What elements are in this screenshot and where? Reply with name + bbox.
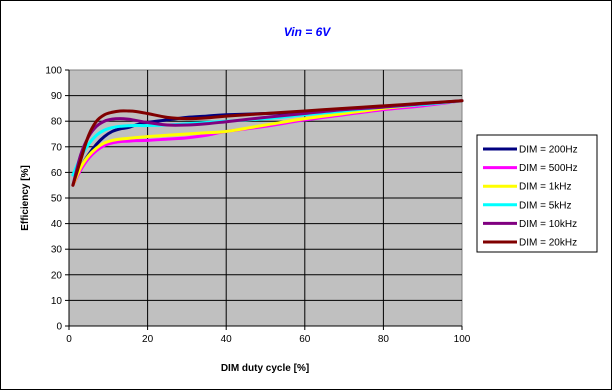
y-tick-label: 70 [51, 142, 63, 153]
chart-title: Vin = 6V [284, 25, 332, 39]
series-line-2 [71, 99, 464, 187]
series-line-5 [71, 99, 464, 187]
y-tick-label: 30 [51, 245, 63, 256]
y-tick-label: 40 [51, 219, 63, 230]
legend-item: DIM = 1kHz [483, 182, 572, 193]
legend-label: DIM = 200Hz [519, 145, 578, 156]
y-tick-label: 20 [51, 270, 63, 281]
series-lines [71, 99, 464, 187]
legend-label: DIM = 10kHz [519, 219, 577, 230]
y-axis-title: Efficiency [%] [20, 165, 31, 231]
x-tick-label: 40 [221, 334, 233, 345]
y-tick-label: 0 [56, 322, 62, 333]
legend-label: DIM = 1kHz [519, 182, 572, 193]
y-tick-label: 50 [51, 194, 63, 205]
y-tick-label: 80 [51, 117, 63, 128]
x-tick-label: 20 [142, 334, 154, 345]
axis-ticks: 0 10 20 30 40 50 60 70 80 90 100 0 20 40 60 80 100 [45, 66, 470, 346]
legend-box [476, 134, 598, 253]
legend-item: DIM = 5kHz [483, 200, 572, 211]
y-tick-label: 90 [51, 91, 63, 102]
legend: DIM = 200Hz DIM = 500Hz DIM = 1kHz DIM = 5k… [476, 134, 598, 253]
y-tick-label: 10 [51, 296, 63, 307]
x-tick-label: 100 [454, 334, 471, 345]
legend-item: DIM = 200Hz [483, 145, 578, 156]
x-tick-label: 0 [66, 334, 72, 345]
legend-label: DIM = 500Hz [519, 163, 578, 174]
y-tick-label: 60 [51, 168, 63, 179]
x-tick-label: 80 [378, 334, 390, 345]
legend-item: DIM = 10kHz [483, 219, 577, 230]
legend-items: DIM = 200Hz DIM = 500Hz DIM = 1kHz DIM = 5k… [483, 145, 578, 249]
legend-label: DIM = 5kHz [519, 200, 572, 211]
legend-item: DIM = 500Hz [483, 163, 578, 174]
x-axis-title: DIM duty cycle [%] [221, 363, 309, 374]
legend-label: DIM = 20kHz [519, 238, 577, 249]
x-tick-label: 60 [299, 334, 311, 345]
legend-item: DIM = 20kHz [483, 238, 577, 249]
y-tick-label: 100 [45, 66, 62, 77]
